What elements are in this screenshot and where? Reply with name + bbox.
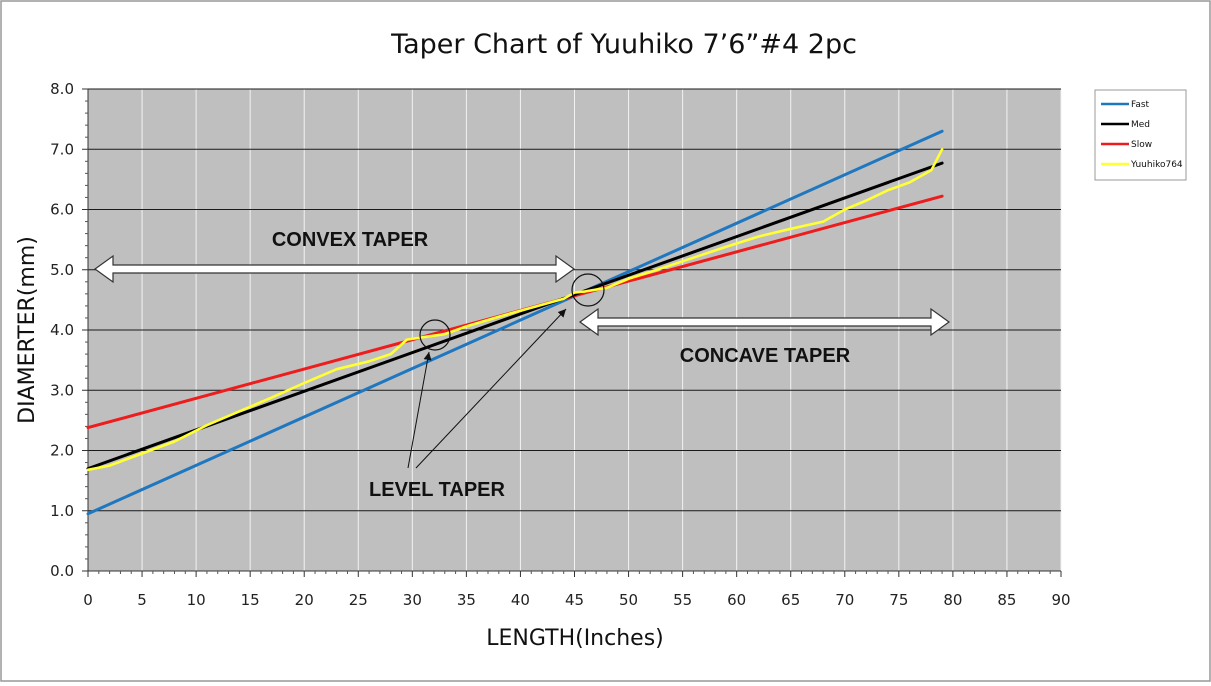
legend-label-fast: Fast <box>1131 100 1150 110</box>
x-tick-label: 65 <box>781 591 800 609</box>
y-tick-label: 5.0 <box>50 261 74 279</box>
x-tick-label: 80 <box>943 591 962 609</box>
level-pointer-2 <box>415 308 567 469</box>
x-tick-label: 55 <box>673 591 692 609</box>
x-tick-label: 45 <box>565 591 584 609</box>
series-lines <box>86 129 944 516</box>
legend-label-med: Med <box>1131 120 1150 130</box>
chart-title: Taper Chart of Yuuhiko 7’6”#4 2pc <box>390 29 857 60</box>
x-tick-label: 30 <box>403 591 422 609</box>
series-line-fast <box>86 129 944 516</box>
x-tick-label: 10 <box>187 591 206 609</box>
x-tick-label: 0 <box>83 591 93 609</box>
level-circle-1 <box>419 319 451 351</box>
concave-double-arrow <box>578 307 951 337</box>
y-tick-label: 3.0 <box>50 381 74 399</box>
level-circle-2 <box>571 273 605 307</box>
level-taper-label: LEVEL TAPER <box>369 479 506 501</box>
y-tick-label: 1.0 <box>50 502 74 520</box>
y-axis-label: DIAMERTER(mm) <box>15 236 40 424</box>
x-tick-label: 5 <box>137 591 147 609</box>
legend: Fast Med Slow Yuuhiko764 <box>1094 89 1187 181</box>
x-tick-label: 40 <box>511 591 530 609</box>
y-tick-label: 4.0 <box>50 321 74 339</box>
level-pointer-1 <box>407 351 432 469</box>
y-tick-label: 2.0 <box>50 442 74 460</box>
x-tick-label: 60 <box>727 591 746 609</box>
series-line-med <box>86 161 944 471</box>
grid <box>87 88 1062 572</box>
x-tick-label: 20 <box>295 591 314 609</box>
x-tick-label: 90 <box>1051 591 1070 609</box>
x-tick-label: 70 <box>835 591 854 609</box>
y-tick-label: 7.0 <box>50 140 74 158</box>
x-tick-label: 25 <box>349 591 368 609</box>
legend-label-yuuhiko764: Yuuhiko764 <box>1130 160 1183 170</box>
annotations <box>93 254 951 469</box>
x-tick-label: 85 <box>997 591 1016 609</box>
series-line-yuuhiko764 <box>86 148 944 472</box>
y-tick-label: 6.0 <box>50 201 74 219</box>
legend-label-slow: Slow <box>1131 140 1152 150</box>
y-tick-label: 8.0 <box>50 80 74 98</box>
axes: 0 5 10 15 20 25 30 35 40 45 50 55 60 65 70 75 80 85 90 0.0 1… <box>50 80 1070 609</box>
x-tick-label: 75 <box>889 591 908 609</box>
y-tick-label: 0.0 <box>50 562 74 580</box>
convex-taper-label: CONVEX TAPER <box>272 229 429 251</box>
x-tick-label: 50 <box>619 591 638 609</box>
concave-taper-label: CONCAVE TAPER <box>680 345 851 367</box>
convex-double-arrow <box>93 254 576 284</box>
x-tick-label: 15 <box>241 591 260 609</box>
x-tick-label: 35 <box>457 591 476 609</box>
x-axis-label: LENGTH(Inches) <box>486 626 664 651</box>
